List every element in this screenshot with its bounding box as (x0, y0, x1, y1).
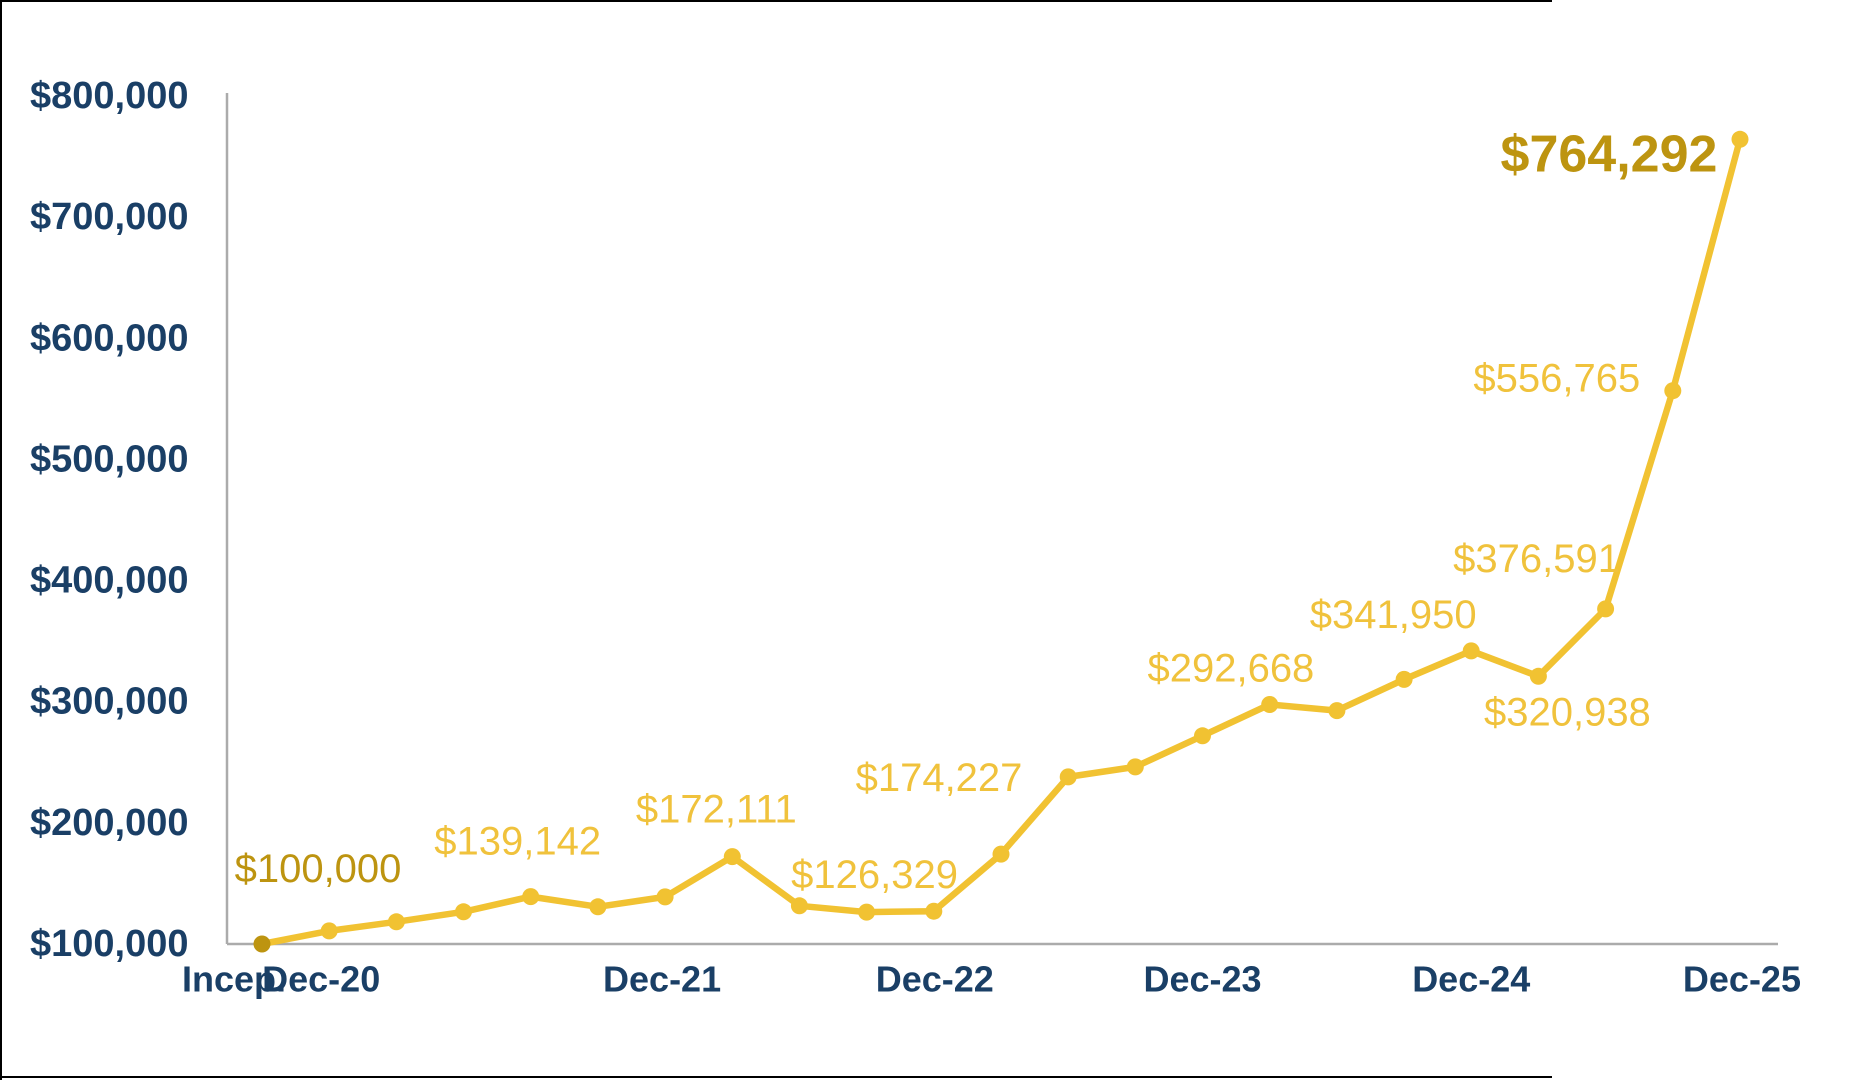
data-point-label: $139,142 (434, 820, 601, 864)
y-axis-tick-label: $300,000 (30, 681, 189, 723)
data-point-marker (1731, 130, 1749, 148)
data-point-label: $292,668 (1147, 647, 1314, 691)
y-axis-tick-label: $800,000 (30, 75, 189, 117)
slide-border-left (0, 0, 2, 1080)
data-point-marker (455, 903, 472, 921)
data-point-label: $764,292 (1501, 125, 1718, 183)
data-point-marker (1664, 382, 1682, 400)
data-point-marker (1059, 768, 1077, 786)
data-point-label: $556,765 (1473, 357, 1640, 401)
data-point-marker (1529, 667, 1547, 685)
slide-border-top (0, 0, 1552, 2)
data-point-marker (387, 913, 405, 931)
data-point-label: $174,227 (856, 756, 1023, 800)
data-point-marker (656, 888, 674, 906)
data-point-marker (858, 903, 876, 921)
data-point-marker (790, 897, 808, 915)
x-axis-tick-label: Dec-20 (262, 959, 380, 1000)
y-axis-tick-label: $500,000 (30, 438, 189, 480)
data-point-marker (320, 922, 338, 940)
data-point-marker (1261, 696, 1279, 713)
data-point-marker (992, 845, 1010, 863)
y-axis-tick-label: $400,000 (30, 560, 189, 602)
x-axis-tick-label: Dec-25 (1683, 959, 1801, 1000)
x-axis-tick-label: Dec-23 (1143, 959, 1261, 1000)
data-point-marker (1126, 758, 1144, 776)
data-point-marker (1328, 702, 1346, 720)
data-point-marker (589, 898, 607, 916)
data-point-marker (253, 935, 271, 953)
x-axis-tick-label: Dec-21 (603, 959, 721, 1000)
data-point-marker (925, 902, 943, 920)
data-point-marker (723, 848, 741, 866)
y-axis-tick-label: $100,000 (30, 923, 189, 965)
slide-border-bottom (0, 1076, 1552, 1078)
data-point-label: $126,329 (791, 853, 958, 897)
x-axis-tick-label: Dec-22 (876, 959, 994, 1000)
data-point-label: $172,111 (636, 788, 797, 832)
data-point-label: $341,950 (1310, 593, 1477, 637)
data-point-marker (1597, 600, 1615, 618)
y-axis-tick-label: $200,000 (30, 802, 189, 844)
data-point-marker (522, 888, 540, 906)
data-point-marker (1194, 727, 1211, 745)
data-point-marker (1462, 642, 1480, 660)
y-axis-tick-label: $700,000 (30, 196, 189, 238)
data-point-marker (1395, 670, 1413, 688)
data-point-label: $320,938 (1484, 690, 1651, 734)
x-axis-tick-label: Incep. (182, 959, 286, 1000)
data-point-label: $100,000 (235, 847, 402, 891)
data-point-label: $376,591 (1453, 537, 1620, 581)
x-axis-tick-label: Dec-24 (1412, 959, 1530, 1000)
y-axis-tick-label: $600,000 (30, 317, 189, 359)
